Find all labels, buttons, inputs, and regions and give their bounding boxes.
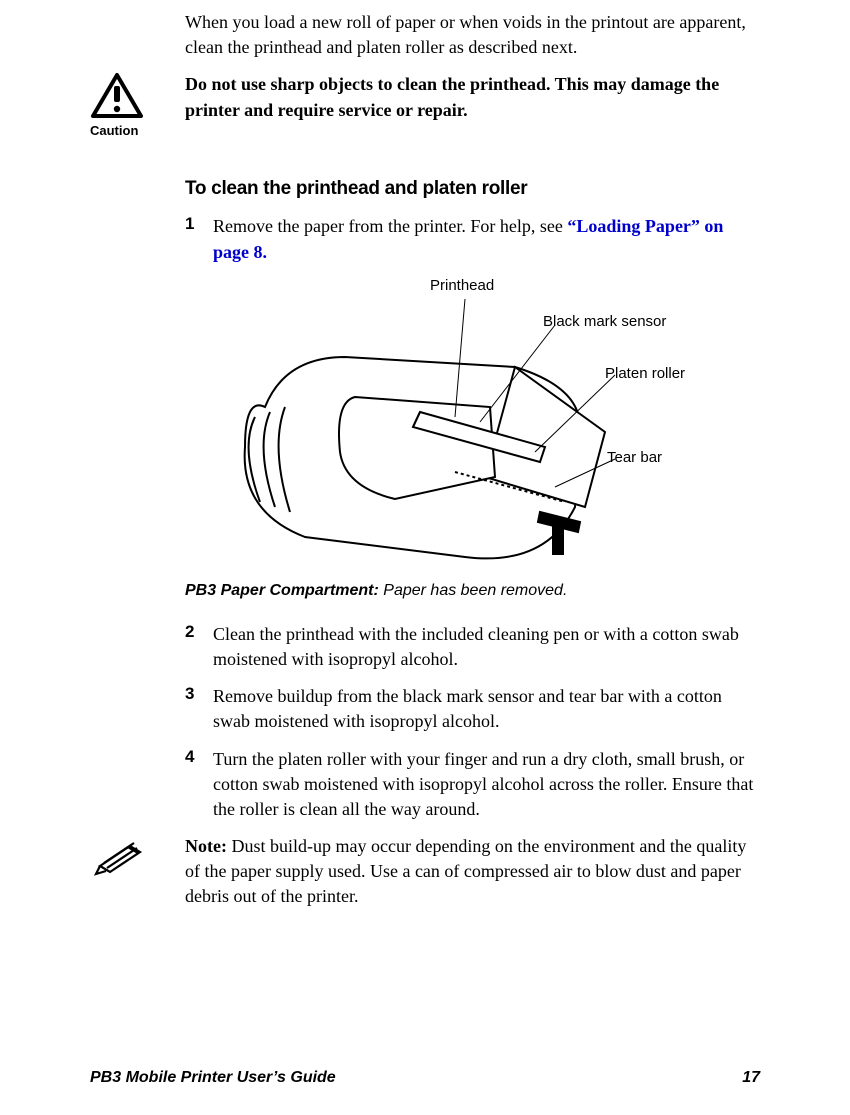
figure-caption: PB3 Paper Compartment: Paper has been re… [185,582,760,600]
step-number: 2 [185,622,213,672]
caution-block: Caution Do not use sharp objects to clea… [90,72,760,138]
label-black-mark-sensor: Black mark sensor [543,313,666,330]
note-text: Note: Dust build-up may occur depending … [185,834,760,910]
section-heading: To clean the printhead and platen roller [185,178,760,200]
step-text: Remove buildup from the black mark senso… [213,684,760,734]
step-3: 3 Remove buildup from the black mark sen… [185,684,760,734]
label-printhead: Printhead [430,277,494,294]
note-body: Dust build-up may occur depending on the… [185,836,746,906]
pencil-icon [90,834,185,883]
label-platen-roller: Platen roller [605,365,685,382]
step-number: 4 [185,747,213,823]
caption-bold: PB3 Paper Compartment: [185,582,379,599]
step-text: Remove the paper from the printer. For h… [213,214,760,264]
page-footer: PB3 Mobile Printer User’s Guide 17 [90,1069,760,1087]
footer-page-number: 17 [742,1069,760,1087]
caution-icon: Caution [90,72,185,138]
step-number: 3 [185,684,213,734]
step-1: 1 Remove the paper from the printer. For… [185,214,760,264]
intro-paragraph: When you load a new roll of paper or whe… [185,10,760,60]
note-block: Note: Dust build-up may occur depending … [90,834,760,910]
caution-label: Caution [90,123,185,138]
step-text: Clean the printhead with the included cl… [213,622,760,672]
step-number: 1 [185,214,213,264]
step-2: 2 Clean the printhead with the included … [185,622,760,672]
step-1-text: Remove the paper from the printer. For h… [213,216,567,236]
figure-diagram: Printhead Black mark sensor Platen rolle… [185,277,760,572]
label-tear-bar: Tear bar [607,449,662,466]
caption-rest: Paper has been removed. [379,582,568,599]
caution-text: Do not use sharp objects to clean the pr… [185,72,760,122]
step-text: Turn the platen roller with your finger … [213,747,760,823]
step-4: 4 Turn the platen roller with your finge… [185,747,760,823]
footer-title: PB3 Mobile Printer User’s Guide [90,1069,336,1087]
note-label: Note: [185,836,227,856]
